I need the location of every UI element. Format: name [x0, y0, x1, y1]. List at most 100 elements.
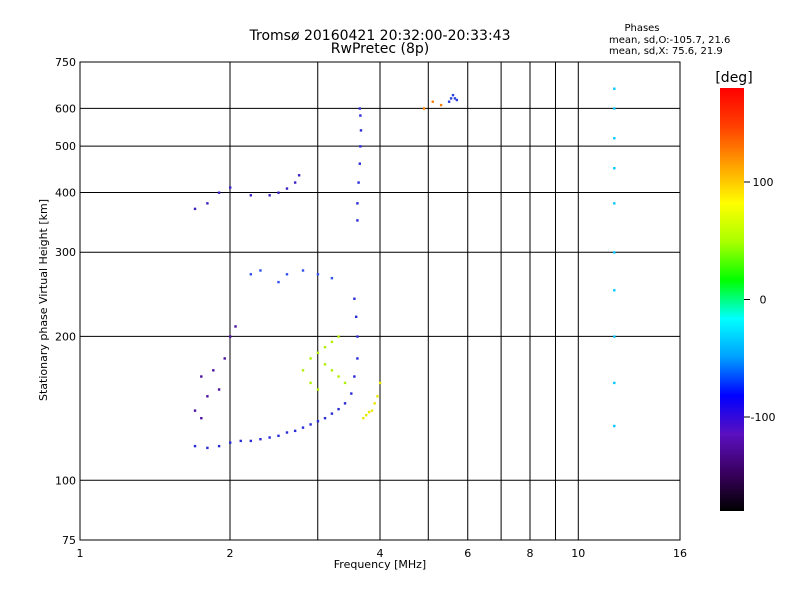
data-point [330, 369, 334, 372]
data-point [323, 363, 327, 366]
data-point [301, 269, 305, 272]
data-point [343, 381, 347, 385]
data-point [193, 444, 197, 448]
data-point [613, 381, 616, 385]
x-axis-label: Frequency [MHz] [334, 558, 426, 571]
colorbar-tick-label: -100 [751, 411, 776, 424]
data-point [453, 97, 457, 100]
data-point [613, 335, 616, 338]
colorbar-tick-label: 100 [753, 176, 774, 189]
data-point [359, 114, 362, 117]
data-point [323, 416, 327, 420]
data-point [223, 357, 226, 360]
data-point [293, 429, 297, 433]
y-tick-label: 400 [55, 186, 76, 199]
data-point [301, 426, 305, 429]
data-point [337, 335, 340, 338]
x-tick-label: 2 [227, 547, 234, 560]
data-point [249, 194, 253, 197]
data-point [297, 174, 301, 177]
data-point [354, 315, 358, 319]
data-point [206, 395, 209, 398]
legend-line-x: mean, sd,X: 75.6, 21.9 [609, 46, 723, 57]
data-point [613, 87, 616, 90]
data-point [613, 289, 616, 292]
y-axis-ticks: 75 100 200 300 400 500 600 750 [55, 56, 76, 547]
data-point [362, 416, 365, 420]
data-point [337, 375, 340, 378]
data-point [217, 388, 221, 391]
data-point [359, 145, 362, 148]
data-point [212, 369, 215, 372]
x-tick-label: 6 [464, 547, 471, 560]
y-tick-label: 500 [55, 140, 76, 153]
data-point [285, 273, 289, 276]
data-point [613, 167, 616, 170]
data-point [350, 392, 353, 395]
legend-line-o: mean, sd,O:-105.7, 21.6 [609, 35, 730, 46]
data-point [337, 407, 340, 411]
data-point [613, 202, 616, 205]
data-point [449, 97, 453, 100]
data-point [234, 325, 237, 328]
y-tick-label: 75 [62, 534, 76, 547]
data-points [193, 87, 616, 450]
data-point [206, 202, 209, 205]
x-tick-label: 16 [673, 547, 687, 560]
data-point [330, 276, 334, 280]
data-point [239, 439, 242, 443]
data-point [370, 409, 374, 412]
data-point [358, 162, 361, 165]
data-point [439, 103, 443, 107]
data-point [431, 100, 434, 103]
data-point [359, 129, 363, 132]
data-point [249, 439, 253, 443]
y-tick-label: 100 [55, 474, 76, 487]
data-point [353, 375, 356, 378]
data-point [613, 251, 616, 254]
data-point [293, 181, 297, 184]
data-point [193, 207, 197, 211]
colorbar-ticks: 100 0 -100 [744, 176, 775, 424]
data-point [323, 346, 327, 349]
colorbar-label: [deg] [715, 70, 752, 86]
data-point [217, 191, 221, 194]
data-point [200, 416, 203, 420]
x-tick-label: 8 [527, 547, 534, 560]
data-point [356, 202, 359, 205]
data-point [277, 434, 280, 438]
y-tick-label: 300 [55, 246, 76, 259]
data-point [316, 351, 320, 354]
data-point [259, 269, 262, 272]
data-point [193, 409, 197, 412]
data-point [301, 369, 305, 372]
data-point [365, 413, 368, 417]
data-point [229, 441, 232, 444]
x-tick-label: 1 [77, 547, 84, 560]
colorbar [720, 88, 744, 511]
data-point [309, 423, 312, 426]
y-axis-label: Stationary phase Virtual Height [km] [37, 199, 50, 401]
data-point [373, 402, 376, 405]
data-point [455, 98, 459, 102]
data-point [379, 381, 382, 385]
x-tick-label: 10 [571, 547, 585, 560]
data-point [358, 107, 361, 110]
data-point [422, 107, 426, 110]
data-point [217, 444, 221, 448]
data-point [316, 273, 320, 276]
data-point [356, 335, 359, 338]
data-point [285, 431, 289, 434]
data-point [356, 357, 359, 360]
data-point [613, 137, 616, 140]
y-tick-label: 600 [55, 102, 76, 115]
data-point [309, 357, 312, 360]
data-point [277, 280, 280, 284]
x-axis-ticks: 1 2 4 6 8 10 16 [77, 547, 688, 560]
data-point [200, 375, 203, 378]
chart-title: Tromsø 20160421 20:32:00-20:33:43 [249, 28, 511, 44]
y-tick-label: 750 [55, 56, 76, 69]
data-point [268, 436, 271, 439]
y-tick-label: 200 [55, 330, 76, 343]
